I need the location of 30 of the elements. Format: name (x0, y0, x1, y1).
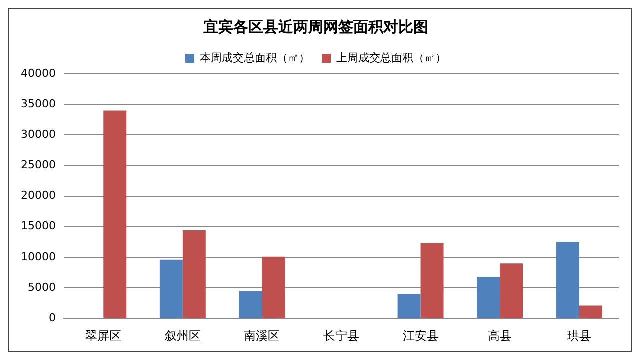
y-tick-label: 10000 (20, 250, 56, 264)
bar (182, 230, 206, 318)
y-tick-label: 20000 (20, 189, 56, 202)
bar (477, 277, 500, 318)
bar (160, 260, 183, 318)
x-tick-label: 翠屏区 (86, 328, 122, 343)
legend-label: 本周成交总面积（㎡） (200, 51, 310, 64)
bar (398, 294, 421, 318)
y-tick-label: 35000 (20, 97, 56, 110)
bar (104, 110, 127, 318)
y-tick-label: 40000 (20, 66, 56, 80)
y-tick-label: 0 (48, 311, 56, 324)
x-tick-label: 长宁县 (323, 328, 360, 343)
x-tick-label: 珙县 (567, 328, 592, 343)
y-tick-label: 30000 (20, 128, 56, 142)
y-tick-label: 15000 (20, 220, 56, 233)
bar (262, 256, 286, 318)
bar (420, 243, 444, 318)
bar (239, 291, 262, 318)
y-tick-label: 5000 (28, 280, 56, 294)
bar (579, 306, 602, 318)
x-tick-label: 南溪区 (244, 328, 280, 343)
x-tick-label: 高县 (488, 328, 512, 343)
x-tick-label: 叙州区 (164, 328, 201, 343)
bar (500, 264, 524, 318)
chart-title: 宜宾各区县近两周网签面积对比图 (204, 18, 428, 36)
y-tick-label: 25000 (20, 158, 56, 172)
x-tick-label: 江安县 (402, 328, 439, 343)
bar (556, 242, 580, 318)
legend-label: 上周成交总面积（㎡） (336, 51, 446, 64)
